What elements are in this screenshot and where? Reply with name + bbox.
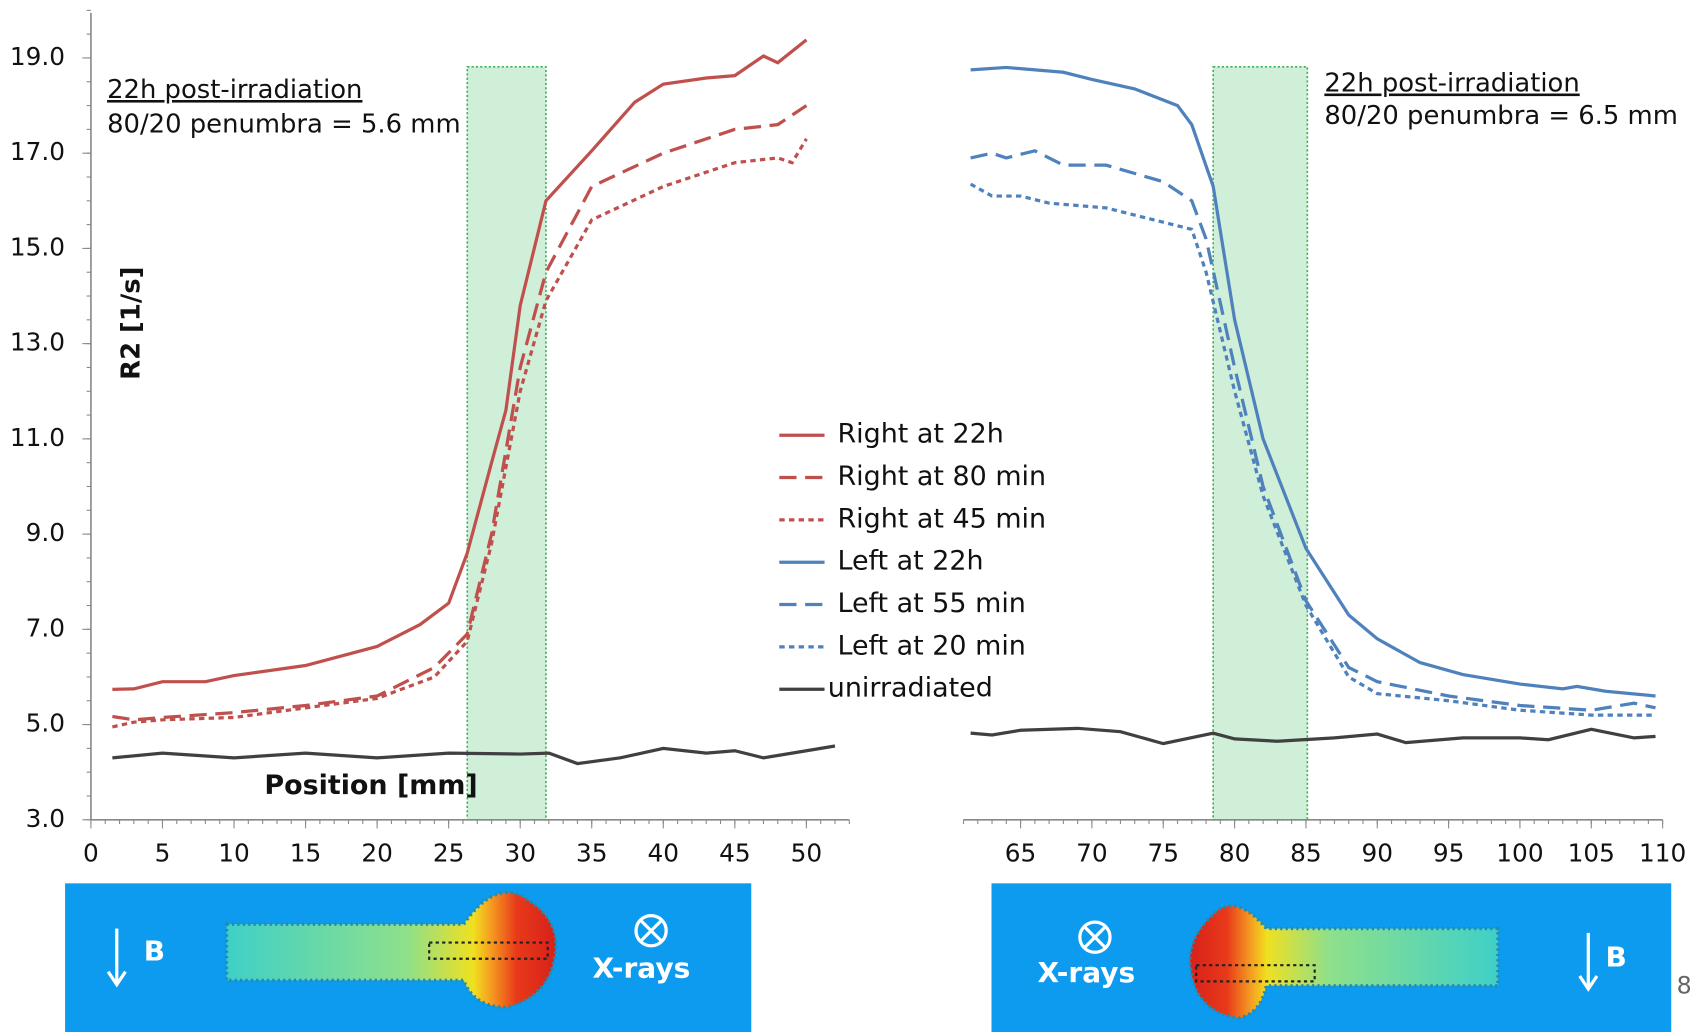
y-tick-label: 11.0 bbox=[10, 423, 65, 452]
legend-label: Left at 20 min bbox=[837, 630, 1025, 661]
annotation: 22h post-irradiation bbox=[107, 75, 362, 105]
image-label: X-rays bbox=[1037, 956, 1135, 989]
y-tick-label: 13.0 bbox=[10, 328, 65, 357]
x-tick-label: 30 bbox=[504, 838, 536, 867]
x-tick-label: 10 bbox=[218, 838, 250, 867]
x-tick-label: 25 bbox=[433, 838, 465, 867]
x-tick-label: 15 bbox=[290, 838, 322, 867]
y-tick-label: 5.0 bbox=[26, 709, 65, 738]
x-tick-label: 65 bbox=[1005, 838, 1037, 867]
y-axis-title: R2 [1/s] bbox=[116, 267, 146, 380]
shaded-region bbox=[1212, 65, 1309, 821]
y-tick-label: 15.0 bbox=[10, 232, 65, 261]
line-series bbox=[970, 149, 1656, 712]
mri-image-left bbox=[65, 883, 752, 1032]
x-tick-label: 105 bbox=[1568, 838, 1615, 867]
x-tick-label: 50 bbox=[791, 838, 823, 867]
x-tick-label: 75 bbox=[1147, 838, 1179, 867]
x-tick-label: 70 bbox=[1076, 838, 1108, 867]
page-number: 8 bbox=[1677, 971, 1690, 999]
legend-label: Left at 22h bbox=[837, 546, 983, 577]
legend-label: unirradiated bbox=[828, 673, 993, 704]
annotation: 80/20 penumbra = 6.5 mm bbox=[1324, 101, 1678, 131]
image-label: B bbox=[144, 934, 165, 967]
line-series bbox=[112, 744, 836, 766]
line-series bbox=[112, 104, 808, 722]
y-tick-label: 9.0 bbox=[26, 518, 65, 547]
line-series bbox=[112, 138, 808, 729]
x-tick-label: 35 bbox=[576, 838, 608, 867]
line-series bbox=[970, 726, 1656, 746]
x-tick-label: 95 bbox=[1433, 838, 1465, 867]
annotation: 80/20 penumbra = 5.6 mm bbox=[107, 109, 461, 139]
x-tick-label: 45 bbox=[719, 838, 751, 867]
x-tick-label: 100 bbox=[1496, 838, 1543, 867]
x-tick-label: 40 bbox=[648, 838, 680, 867]
legend-label: Left at 55 min bbox=[837, 588, 1025, 619]
x-tick-label: 0 bbox=[83, 838, 99, 867]
plots: 0 5 10 15 20 25 30 35 40 45 50 3.0 5.0 7.0 9.0 11.0 13.0… bbox=[10, 9, 1686, 867]
line-series bbox=[970, 65, 1656, 698]
x-axis-title: Position [mm] bbox=[264, 770, 477, 801]
y-tick-label: 3.0 bbox=[26, 804, 65, 833]
legend-label: Right at 80 min bbox=[837, 461, 1046, 492]
x-tick-label: 5 bbox=[155, 838, 171, 867]
y-tick-label: 19.0 bbox=[10, 42, 65, 71]
y-tick-label: 17.0 bbox=[10, 137, 65, 166]
line-series bbox=[112, 38, 808, 691]
x-tick-label: 85 bbox=[1290, 838, 1322, 867]
x-tick-label: 110 bbox=[1639, 838, 1686, 867]
legend-label: Right at 45 min bbox=[837, 503, 1046, 534]
x-tick-label: 20 bbox=[361, 838, 393, 867]
image-label: B bbox=[1606, 941, 1627, 974]
y-tick-label: 7.0 bbox=[26, 613, 65, 642]
annotation: 22h post-irradiation bbox=[1324, 69, 1579, 99]
x-tick-label: 80 bbox=[1219, 838, 1251, 867]
image-label: X-rays bbox=[593, 952, 691, 985]
line-series bbox=[969, 182, 1656, 717]
x-tick-label: 90 bbox=[1362, 838, 1394, 867]
mri-image-right bbox=[991, 883, 1672, 1032]
legend-label: Right at 22h bbox=[837, 419, 1003, 450]
